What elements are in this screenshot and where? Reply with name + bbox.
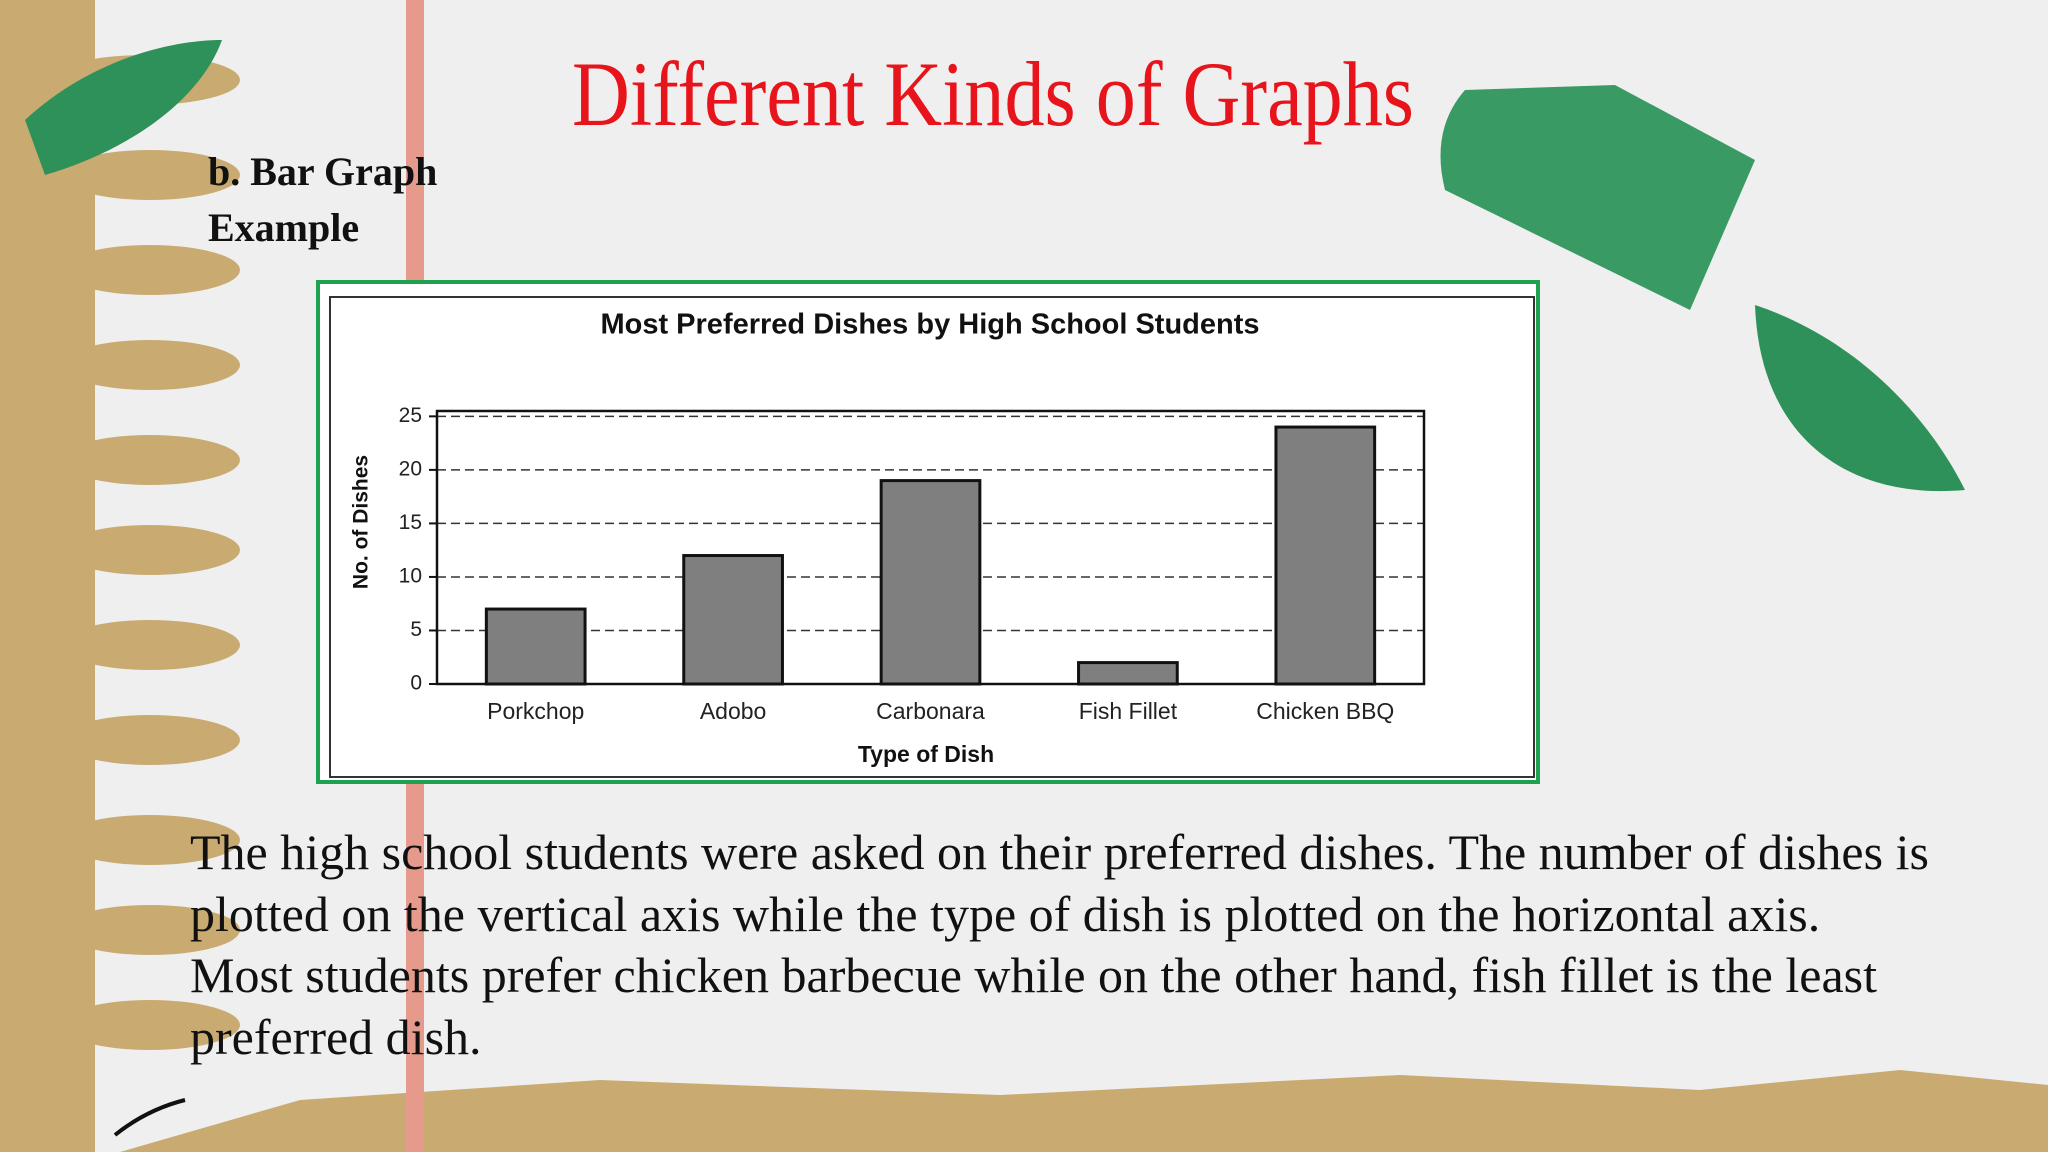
slide-title: Different Kinds of Graphs bbox=[572, 43, 1414, 145]
bar bbox=[484, 607, 587, 686]
bar bbox=[1274, 425, 1377, 686]
chart-title: Most Preferred Dishes by High School Stu… bbox=[600, 309, 1259, 341]
y-tick-label: 0 bbox=[410, 672, 422, 695]
subtitle: b. Bar Graph bbox=[208, 149, 437, 194]
y-tick-label: 25 bbox=[399, 404, 422, 427]
leaf bbox=[25, 40, 222, 175]
x-tick-label: Chicken BBQ bbox=[1256, 698, 1394, 724]
bar bbox=[879, 479, 982, 686]
leaf bbox=[1440, 85, 1755, 310]
x-tick-label: Fish Fillet bbox=[1079, 698, 1178, 724]
pen-stroke bbox=[113, 1098, 186, 1137]
y-tick-label: 15 bbox=[399, 511, 422, 534]
torn-holes bbox=[50, 55, 240, 1050]
description: The high school students were asked on t… bbox=[190, 824, 1929, 1065]
x-tick-label: Adobo bbox=[700, 698, 767, 724]
bar bbox=[682, 554, 784, 686]
y-tick-label: 20 bbox=[399, 457, 422, 480]
bar bbox=[1077, 661, 1179, 686]
leaf bbox=[1755, 305, 1965, 492]
y-tick-label: 5 bbox=[410, 618, 422, 641]
x-tick-label: Porkchop bbox=[487, 698, 584, 724]
subtitle: Example bbox=[208, 205, 359, 250]
y-tick-label: 10 bbox=[399, 564, 422, 587]
x-axis-label: Type of Dish bbox=[858, 741, 994, 767]
y-axis-label: No. of Dishes bbox=[350, 455, 373, 589]
x-tick-label: Carbonara bbox=[876, 698, 985, 724]
